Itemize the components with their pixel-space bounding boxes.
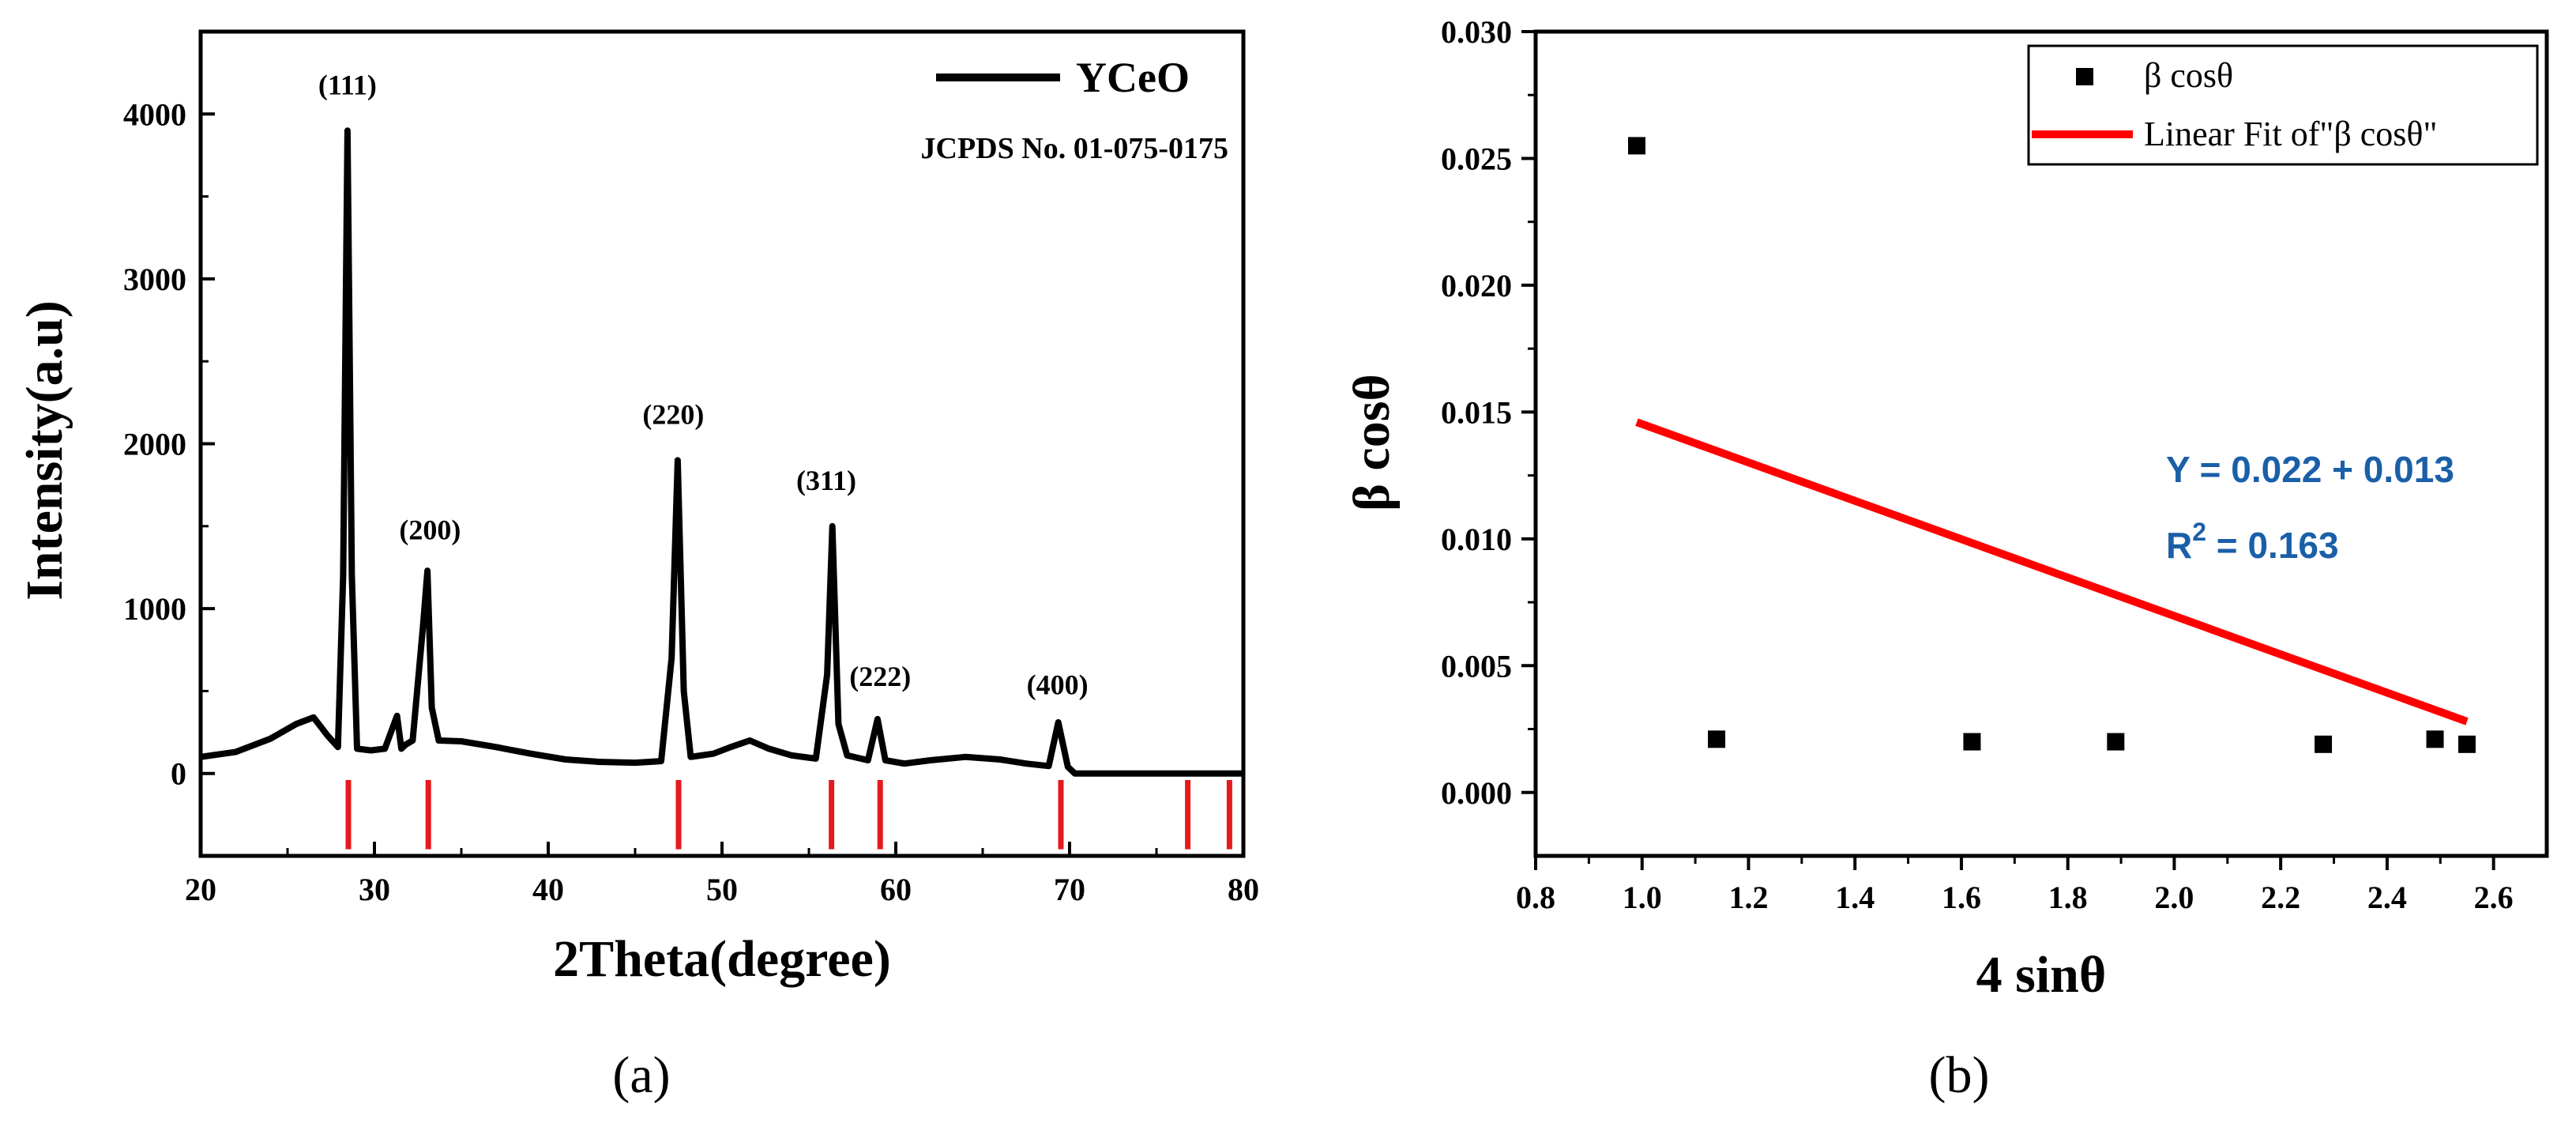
b-data-point (2426, 730, 2444, 748)
b-r2-value: = 0.163 (2206, 525, 2339, 566)
b-y-tick-label: 0.020 (1441, 268, 1512, 303)
b-y-tick-label: 0.030 (1441, 14, 1512, 50)
b-x-tick-label: 2.6 (2474, 880, 2514, 915)
a-x-axis-title: 2Theta(degree) (553, 930, 891, 988)
b-y-tick-label: 0.025 (1441, 141, 1512, 176)
b-x-ticks: 0.8 1.0 1.2 1.4 1.6 1.8 2.0 2.2 2.4 2.6 (1516, 856, 2514, 915)
b-y-axis-title: β cosθ (1343, 374, 1401, 511)
a-caption: (a) (612, 1046, 670, 1104)
b-x-tick-label: 1.4 (1835, 880, 1875, 915)
a-x-tick-label: 80 (1228, 872, 1259, 907)
a-peak-label: (222) (849, 661, 911, 692)
b-legend: β cosθ Linear Fit of"β cosθ" (2027, 44, 2539, 166)
b-legend-box (2027, 44, 2539, 166)
b-y-tick-label: 0.000 (1441, 775, 1512, 811)
a-y-tick-label: 1000 (123, 591, 186, 627)
a-peak-labels: (111) (200) (220) (311) (222) (400) (318, 69, 1089, 700)
a-peak-label: (220) (642, 398, 704, 430)
a-x-tick-label: 40 (532, 872, 564, 907)
a-peak-label: (400) (1027, 669, 1089, 701)
a-x-tick-label: 60 (880, 872, 912, 907)
b-equation: Y = 0.022 + 0.013 (2166, 449, 2454, 490)
b-data-point (2315, 735, 2333, 753)
a-x-tick-label: 70 (1054, 872, 1085, 907)
a-x-tick-label: 50 (706, 872, 738, 907)
b-y-tick-label: 0.015 (1441, 394, 1512, 430)
a-y-axis-title: Intensity(a.u) (16, 300, 73, 601)
a-peak-label: (111) (318, 69, 377, 100)
a-y-tick-label: 3000 (123, 262, 186, 297)
a-x-tick-label: 20 (185, 872, 216, 907)
a-legend: YCeO (936, 54, 1190, 101)
b-r-squared: R2 = 0.163 (2166, 518, 2339, 566)
b-data-point (1628, 137, 1645, 155)
b-y-tick-label: 0.010 (1441, 522, 1512, 557)
b-x-tick-label: 1.2 (1728, 880, 1768, 915)
a-annotation-jcpds: JCPDS No. 01-075-0175 (921, 132, 1228, 165)
a-x-ticks: 20 30 40 50 60 70 80 (185, 842, 1259, 907)
b-r2-sup: 2 (2192, 518, 2206, 546)
b-x-tick-label: 2.2 (2261, 880, 2300, 915)
a-y-tick-label: 0 (171, 756, 186, 792)
a-y-tick-label: 4000 (123, 96, 186, 132)
b-legend-label-points: β cosθ (2144, 56, 2233, 95)
a-peak-label: (311) (796, 465, 856, 496)
b-legend-label-fit: Linear Fit of"β cosθ" (2144, 115, 2437, 153)
b-x-tick-label: 1.0 (1623, 880, 1662, 915)
a-peak-label: (200) (399, 514, 461, 545)
panel-b: 0.8 1.0 1.2 1.4 1.6 1.8 2.0 2.2 2.4 2.6 0.0000.00… (1343, 14, 2549, 1104)
b-plot-frame (1533, 29, 2549, 858)
b-x-axis-title: 4 sinθ (1976, 946, 2107, 1004)
b-x-tick-label: 2.0 (2154, 880, 2194, 915)
b-y-tick-label: 0.005 (1441, 648, 1512, 684)
b-r2-prefix: R (2166, 525, 2192, 566)
b-data-points (1628, 137, 2476, 753)
b-data-point (1708, 730, 1726, 748)
a-y-ticks: 0 1000 2000 3000 4000 (123, 30, 215, 857)
b-x-tick-label: 1.6 (1942, 880, 1981, 915)
b-x-tick-label: 2.4 (2367, 880, 2407, 915)
a-reference-lines (345, 780, 1232, 850)
b-x-tick-label: 0.8 (1516, 880, 1555, 915)
b-data-point (1963, 733, 1981, 751)
b-caption: (b) (1929, 1046, 1990, 1104)
panel-a: (111) (200) (220) (311) (222) (400) 20 30 40 50 6… (16, 29, 1259, 1104)
b-linear-fit-line (1635, 418, 2469, 725)
a-legend-label: YCeO (1076, 54, 1190, 101)
b-x-tick-label: 1.8 (2048, 880, 2088, 915)
a-y-tick-label: 2000 (123, 427, 186, 462)
a-xrd-curve (200, 127, 1243, 777)
b-legend-marker (2076, 68, 2093, 85)
b-y-ticks: 0.000 0.005 0.010 0.015 0.020 0.025 0.030 (1441, 14, 1536, 811)
a-x-tick-label: 30 (359, 872, 390, 907)
b-data-point (2458, 735, 2476, 753)
b-data-point (2107, 733, 2125, 751)
